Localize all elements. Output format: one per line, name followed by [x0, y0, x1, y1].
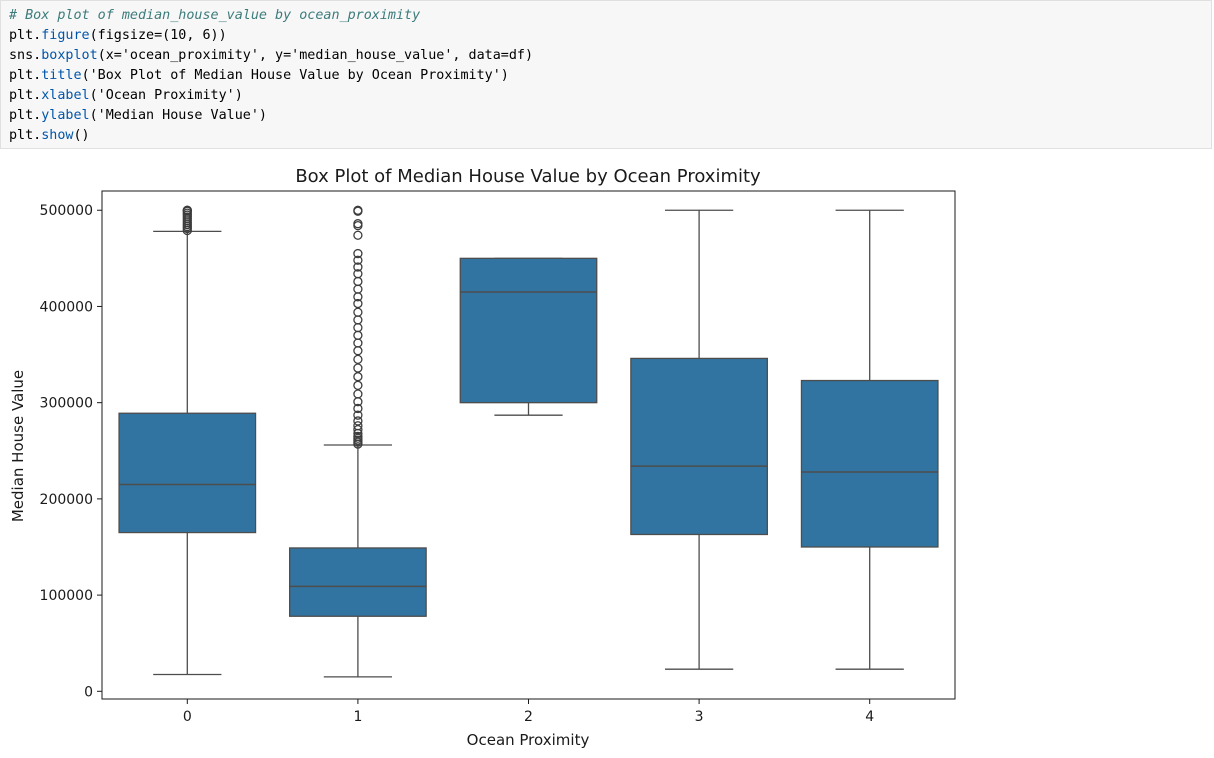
- outlier-point: [353, 416, 363, 426]
- box-iqr: [118, 412, 257, 534]
- outlier-point: [353, 315, 363, 325]
- outlier-point: [353, 354, 363, 365]
- outlier-point: [353, 410, 363, 420]
- outlier-point: [353, 424, 363, 435]
- outlier-point: [353, 380, 363, 390]
- outlier-point: [353, 284, 363, 294]
- box-plot-chart: Box Plot of Median House Value by Ocean …: [9, 166, 956, 749]
- x-tick-label: 1: [353, 709, 362, 725]
- outlier-point: [353, 338, 363, 348]
- y-axis-label: Median House Value: [9, 370, 27, 522]
- cell-output: Box Plot of Median House Value by Ocean …: [0, 152, 1214, 758]
- outlier-point: [182, 205, 192, 215]
- x-tick-label: 2: [524, 709, 533, 725]
- outlier-point: [353, 346, 363, 356]
- outlier-point: [353, 255, 363, 265]
- outlier-point: [353, 230, 363, 240]
- box-iqr: [289, 547, 427, 617]
- outlier-point: [353, 421, 363, 431]
- y-tick-label: 200000: [40, 492, 93, 508]
- outlier-point: [353, 248, 363, 259]
- code-xlabel-arg: ('Ocean Proximity'): [89, 88, 243, 103]
- box-iqr: [459, 257, 598, 404]
- x-tick-label: 4: [865, 709, 874, 725]
- outlier-point: [353, 363, 363, 373]
- outlier-point: [353, 219, 363, 229]
- y-tick-label: 400000: [40, 299, 93, 315]
- chart-title: Box Plot of Median House Value by Ocean …: [295, 166, 761, 187]
- box-iqr: [800, 379, 939, 548]
- outlier-point: [353, 322, 363, 333]
- code-comment: # Box plot of median_house_value by ocea…: [9, 8, 421, 23]
- y-tick-label: 0: [84, 684, 93, 700]
- code-ylabel-arg: ('Median House Value'): [89, 108, 267, 123]
- x-tick-label: 0: [183, 709, 192, 725]
- y-tick-label: 300000: [40, 396, 93, 412]
- outlier-point: [353, 262, 363, 272]
- outlier-point: [353, 298, 363, 309]
- code-cell[interactable]: # Box plot of median_house_value by ocea…: [0, 0, 1212, 149]
- y-tick-label: 100000: [40, 588, 93, 604]
- x-tick-label: 3: [695, 709, 704, 725]
- x-axis-label: Ocean Proximity: [467, 731, 590, 749]
- code-editor[interactable]: # Box plot of median_house_value by ocea…: [9, 8, 534, 143]
- outlier-point: [353, 330, 363, 340]
- outlier-point: [353, 372, 363, 382]
- outlier-point: [353, 205, 363, 215]
- outlier-point: [353, 307, 363, 317]
- code-figure-args: (figsize=(10, 6)): [89, 28, 227, 43]
- code-title-arg: ('Box Plot of Median House Value by Ocea…: [81, 68, 509, 83]
- outlier-point: [353, 269, 363, 279]
- code-boxplot-args: (x='ocean_proximity', y='median_house_va…: [97, 48, 534, 63]
- box-iqr: [630, 357, 768, 536]
- outlier-point: [353, 431, 363, 441]
- y-tick-label: 500000: [40, 203, 93, 219]
- outlier-point: [353, 389, 363, 399]
- outlier-point: [353, 403, 363, 414]
- outlier-point: [353, 276, 363, 287]
